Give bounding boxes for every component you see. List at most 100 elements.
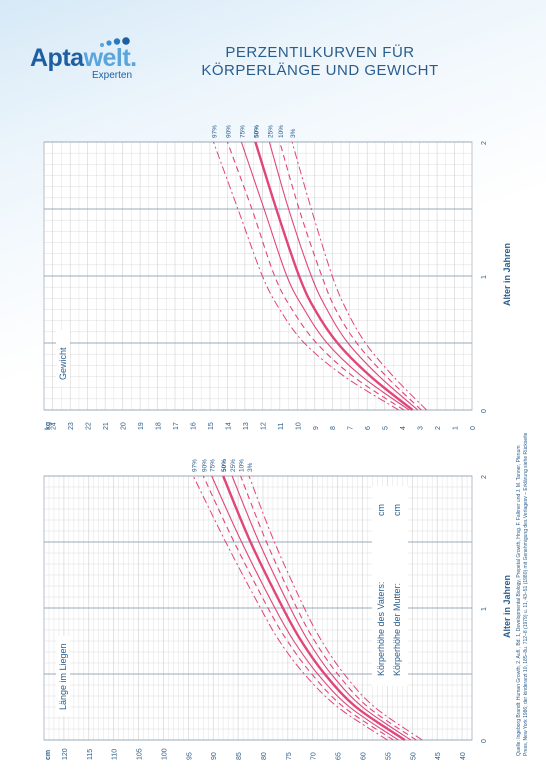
length-percentile-label: 25% xyxy=(230,459,237,472)
length-value-tick: 75 xyxy=(286,752,293,760)
weight-value-tick: 1 xyxy=(453,426,460,430)
length-value-tick: 90 xyxy=(211,752,218,760)
length-curve-75pct xyxy=(211,475,399,741)
parent-height-unit: cm xyxy=(376,504,386,516)
length-axis-title: Alter in Jahren xyxy=(502,575,512,638)
weight-value-tick: 10 xyxy=(295,422,302,430)
weight-value-tick: 12 xyxy=(260,422,267,430)
logo-wordmark: Aptawelt. xyxy=(30,44,137,72)
weight-age-tick: 0 xyxy=(481,409,488,413)
length-value-tick: 65 xyxy=(336,752,343,760)
length-curve-25pct xyxy=(231,475,412,741)
weight-value-tick: 21 xyxy=(103,422,110,430)
weight-unit-label: kg xyxy=(45,422,52,430)
logo-dots-icon xyxy=(100,37,130,47)
length-percentile-label: 90% xyxy=(201,459,208,472)
length-value-tick: 55 xyxy=(385,752,392,760)
parent-height-label: Körperhöhe des Vaters: xyxy=(376,582,386,676)
page-title-line-2: KÖRPERLÄNGE UND GEWICHT xyxy=(201,62,439,79)
weight-value-tick: 22 xyxy=(86,422,93,430)
length-percentile-label: 75% xyxy=(210,459,217,472)
weight-percentile-label: 97% xyxy=(211,125,218,138)
weight-value-tick: 2 xyxy=(435,426,442,430)
length-label: Länge im Liegen xyxy=(58,643,68,710)
logo-subtitle: Experten xyxy=(92,70,133,81)
length-value-tick: 45 xyxy=(435,752,442,760)
weight-value-tick: 17 xyxy=(173,422,180,430)
weight-value-tick: 19 xyxy=(138,422,145,430)
aptawelt-logo: Aptawelt. Experten xyxy=(30,36,150,84)
length-value-tick: 50 xyxy=(410,752,417,760)
weight-value-tick: 20 xyxy=(121,422,128,430)
length-value-tick: 60 xyxy=(361,752,368,760)
weight-value-tick: 0 xyxy=(470,426,477,430)
source-line-2: Press, New York 1986; der kinderarzt 10,… xyxy=(523,432,529,756)
length-age-tick: 0 xyxy=(481,739,488,743)
weight-value-tick: 23 xyxy=(68,422,75,430)
length-value-tick: 85 xyxy=(236,752,243,760)
length-value-tick: 80 xyxy=(261,752,268,760)
weight-percentile-label: 75% xyxy=(239,125,246,138)
weight-percentile-label: 25% xyxy=(267,125,274,138)
weight-value-tick: 11 xyxy=(278,423,285,430)
weight-label-bg xyxy=(56,330,70,386)
weight-value-tick: 7 xyxy=(348,426,355,430)
source-footnote: Quelle: Ingeborg Brandt: Human Growth, 2… xyxy=(516,433,529,756)
length-unit-label: cm xyxy=(45,750,52,760)
length-age-tick: 1 xyxy=(481,607,488,611)
length-curve-3pct xyxy=(248,475,423,741)
length-percentile-label: 50% xyxy=(221,459,228,472)
weight-curve-25pct xyxy=(268,141,419,411)
length-percentile-label: 3% xyxy=(247,462,254,472)
length-curve-10pct xyxy=(240,475,417,741)
weight-grid xyxy=(43,141,473,411)
weight-value-tick: 24 xyxy=(51,422,58,430)
weight-value-tick: 14 xyxy=(225,422,232,430)
weight-percentile-label: 3% xyxy=(290,128,297,138)
length-value-tick: 110 xyxy=(112,749,119,760)
weight-value-tick: 5 xyxy=(383,426,390,430)
length-chart: 404550556065707580859095100105110115120c… xyxy=(43,459,512,760)
weight-chart: 0123456789101112131415161718192021222324… xyxy=(43,125,512,430)
weight-percentile-label: 90% xyxy=(225,125,232,138)
weight-value-tick: 15 xyxy=(208,422,215,430)
length-percentile-label: 97% xyxy=(191,459,198,472)
length-value-tick: 95 xyxy=(186,752,193,760)
weight-value-tick: 6 xyxy=(365,426,372,430)
parent-height-label: Körperhöhe der Mutter: xyxy=(392,583,402,676)
weight-age-tick: 2 xyxy=(481,141,488,145)
length-value-tick: 115 xyxy=(87,749,94,760)
weight-curve-3pct xyxy=(291,141,427,411)
page-title-line-1: PERZENTILKURVEN FÜR xyxy=(225,44,415,61)
weight-percentile-label: 10% xyxy=(278,125,285,138)
weight-value-tick: 13 xyxy=(243,422,250,430)
length-value-tick: 40 xyxy=(460,752,467,760)
weight-curve-75pct xyxy=(240,141,410,411)
weight-value-tick: 9 xyxy=(313,426,320,430)
weight-axis-title: Alter in Jahren xyxy=(502,243,512,306)
length-age-tick: 2 xyxy=(481,475,488,479)
length-value-tick: 120 xyxy=(62,748,69,760)
weight-value-tick: 4 xyxy=(400,426,407,430)
weight-value-tick: 3 xyxy=(418,426,425,430)
weight-age-tick: 1 xyxy=(481,275,488,279)
parent-height-unit: cm xyxy=(392,504,402,516)
page-title: PERZENTILKURVEN FÜR KÖRPERLÄNGE UND GEWI… xyxy=(170,44,470,80)
length-value-tick: 105 xyxy=(137,748,144,760)
parent-height-box xyxy=(372,486,408,686)
weight-value-tick: 8 xyxy=(330,426,337,430)
weight-curve-50pct xyxy=(254,141,414,411)
weight-value-tick: 18 xyxy=(156,422,163,430)
weight-percentile-label: 50% xyxy=(253,125,260,138)
length-percentile-label: 10% xyxy=(239,459,246,472)
length-value-tick: 70 xyxy=(311,752,318,760)
weight-value-tick: 16 xyxy=(190,422,197,430)
source-line-1: Quelle: Ingeborg Brandt: Human Growth, 2… xyxy=(516,445,522,756)
weight-curve-90pct xyxy=(226,141,405,411)
length-value-tick: 100 xyxy=(161,748,168,760)
weight-label: Gewicht xyxy=(58,347,68,380)
weight-curve-10pct xyxy=(279,141,422,411)
length-curve-97pct xyxy=(192,475,388,741)
length-curve-50pct xyxy=(222,475,406,741)
